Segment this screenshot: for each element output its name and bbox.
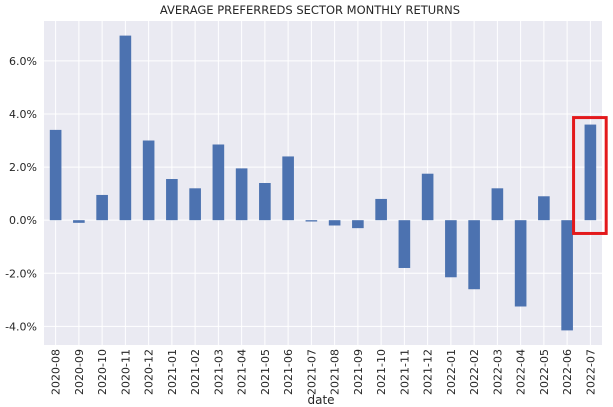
- bar-2022-05: [538, 196, 550, 221]
- bar-2021-01: [166, 179, 178, 221]
- x-tick-label: 2021-08: [329, 349, 342, 395]
- y-tick-label: -4.0%: [5, 320, 37, 333]
- x-tick-label: 2021-09: [352, 349, 365, 395]
- x-tick-label: 2022-07: [584, 349, 597, 395]
- bar-2021-03: [212, 144, 225, 221]
- bar-2020-08: [49, 129, 62, 221]
- bars: [49, 35, 597, 331]
- x-tick-label: 2020-09: [73, 349, 86, 395]
- x-tick-label: 2020-12: [143, 349, 156, 395]
- bar-2021-08: [328, 220, 341, 226]
- chart-title: AVERAGE PREFERREDS SECTOR MONTHLY RETURN…: [160, 3, 460, 17]
- bar-2021-12: [421, 173, 434, 221]
- x-tick-label: 2021-04: [236, 349, 249, 395]
- x-axis-label: date: [307, 393, 334, 407]
- bar-2022-04: [514, 220, 527, 307]
- y-tick-label: 0.0%: [9, 214, 37, 227]
- x-tick-label: 2022-05: [538, 349, 551, 395]
- bar-2021-05: [259, 183, 271, 221]
- bar-2022-01: [445, 220, 457, 278]
- x-tick-label: 2022-06: [561, 349, 574, 395]
- y-tick-label: -2.0%: [5, 267, 37, 280]
- bar-2020-11: [119, 35, 132, 221]
- y-tick-label: 4.0%: [9, 108, 37, 121]
- bar-2021-09: [352, 220, 364, 229]
- bar-2022-02: [468, 220, 480, 290]
- y-tick-label: 6.0%: [9, 55, 37, 68]
- y-tick-label: 2.0%: [9, 161, 37, 174]
- x-tick-label: 2021-02: [189, 349, 202, 395]
- bar-2020-10: [96, 194, 108, 221]
- bar-2021-04: [235, 168, 248, 221]
- y-axis-ticks: -4.0% -2.0% 0.0% 2.0% 4.0% 6.0%: [5, 55, 37, 334]
- bar-2021-11: [398, 220, 411, 268]
- x-tick-label: 2020-08: [50, 349, 63, 395]
- x-tick-label: 2021-10: [375, 349, 388, 395]
- x-tick-label: 2022-02: [468, 349, 481, 395]
- bar-2021-07: [305, 220, 318, 222]
- x-tick-label: 2021-11: [398, 349, 411, 395]
- x-tick-label: 2021-12: [422, 349, 435, 395]
- x-tick-label: 2021-01: [166, 349, 179, 395]
- x-tick-label: 2021-03: [212, 349, 225, 395]
- x-tick-label: 2020-11: [119, 349, 132, 395]
- bar-2022-03: [491, 188, 504, 221]
- bar-2022-06: [561, 220, 573, 331]
- bar-2021-10: [375, 198, 387, 221]
- plot-background: [44, 21, 602, 345]
- bar-2020-09: [73, 220, 85, 223]
- x-tick-label: 2022-01: [445, 349, 458, 395]
- x-tick-label: 2021-06: [282, 349, 295, 395]
- bar-2021-06: [282, 156, 294, 221]
- x-tick-label: 2022-04: [515, 349, 528, 395]
- highlight-box: [572, 116, 608, 235]
- x-tick-label: 2021-07: [305, 349, 318, 395]
- x-tick-label: 2021-05: [259, 349, 272, 395]
- bar-2022-07: [584, 124, 597, 221]
- x-tick-label: 2022-03: [491, 349, 504, 395]
- bar-2020-12: [142, 140, 155, 221]
- bar-2021-02: [189, 188, 201, 221]
- x-axis-ticks: 2020-08 2020-09 2020-10 2020-11 2020-12 2021-…: [50, 349, 598, 395]
- x-tick-label: 2020-10: [96, 349, 109, 395]
